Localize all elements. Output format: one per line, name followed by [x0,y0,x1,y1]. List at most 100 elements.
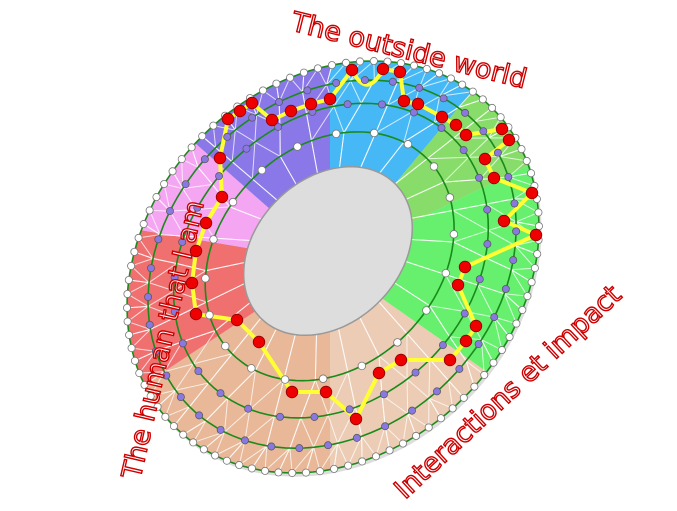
spoke [283,334,296,380]
outer-node [152,193,161,202]
purple-node [303,86,312,95]
red-path-node [497,214,511,228]
outer-node [259,86,268,95]
red-path-node [469,319,483,333]
purple-node [475,173,484,182]
spoke [488,229,516,247]
outer-node [468,87,477,96]
spoke [465,360,475,387]
purple-node [178,339,187,348]
outer-node [316,467,325,476]
spoke [510,269,528,297]
spoke [252,178,278,201]
sector-2 [330,93,539,473]
inner-white-node [228,197,238,207]
inner-white-node [221,341,230,351]
spoke [452,203,487,211]
spoke [175,382,209,391]
spoke [264,447,291,472]
spoke [313,414,329,448]
spoke [508,176,535,187]
purple-node [490,313,499,322]
outer-node [179,430,188,439]
spoke [182,420,207,436]
spoke [406,378,430,399]
spoke [155,341,183,352]
spoke [468,137,489,158]
outer-node [358,457,367,466]
spoke [152,258,177,264]
spoke [127,293,149,307]
spoke [407,413,429,428]
outer-node [410,61,419,70]
spoke [203,431,225,450]
outer-node [412,431,421,440]
spoke [485,257,512,271]
red-path-node [397,94,411,108]
spoke [360,132,376,168]
spoke [339,132,345,168]
spoke [419,78,452,89]
red-path-node [189,244,203,258]
red-path-node [435,110,449,124]
purple-node [244,404,253,413]
spoke [374,105,388,134]
spoke [163,183,171,212]
red-path-node [478,152,492,166]
outer-node [299,68,308,77]
spoke [173,406,190,427]
spoke [493,317,503,351]
outer-node [424,423,433,432]
purple-node [493,148,502,157]
spoke [205,262,245,272]
spoke [508,160,528,178]
outer-node [198,132,207,141]
spoke [379,141,405,174]
spoke [443,156,469,183]
purple-node [352,433,361,442]
inner-white-node [357,361,367,371]
spoke [231,130,236,162]
outer-node [458,80,467,89]
spoke [515,211,539,223]
spoke [481,339,494,363]
nodes [123,57,543,477]
spoke [149,210,161,235]
red-path-node [199,216,213,230]
spoke [381,395,386,427]
spoke [244,409,251,441]
outer-node [130,247,139,256]
red-path-node [304,97,318,111]
spoke [251,141,256,180]
purple-node [176,393,185,402]
outer-node [199,445,208,454]
outer-node [371,452,380,461]
spoke [165,406,190,418]
spoke [427,156,469,160]
spoke [148,282,174,292]
outer-node [527,278,536,287]
purple-node [411,368,420,377]
outer-node [235,461,244,470]
purple-node [151,347,160,356]
outer-node [489,358,498,367]
spoke [169,209,197,212]
spoke [279,156,297,185]
spoke [205,397,229,421]
spoke [238,445,268,466]
outer-node [140,380,149,389]
spoke [310,140,318,174]
outer-node [459,393,468,402]
spoke [164,363,194,373]
red-path-node [230,313,244,327]
red-path-node [215,190,229,204]
inner-white-node [293,142,302,151]
spoke [193,353,233,365]
spoke [314,379,329,416]
purple-node [200,155,209,164]
spoke [249,370,256,410]
outer-node [161,412,170,421]
purple-node [248,113,257,122]
